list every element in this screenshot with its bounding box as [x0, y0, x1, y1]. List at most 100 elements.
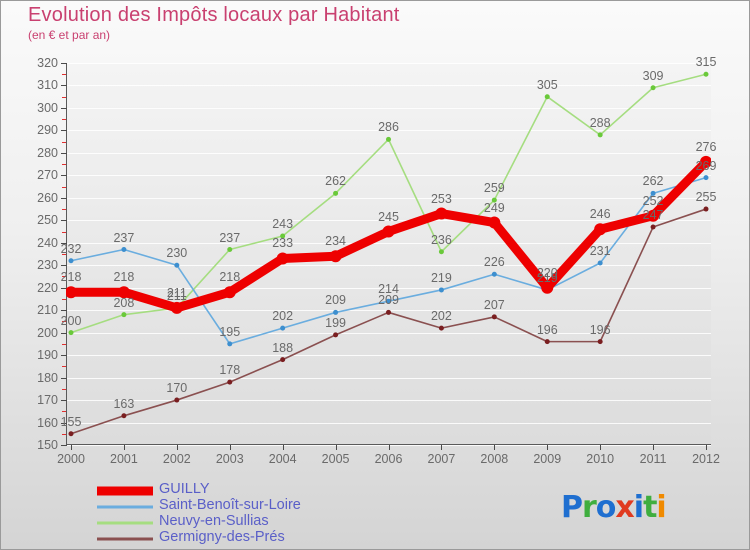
gridline [66, 175, 711, 177]
y-tick-minor [62, 321, 66, 323]
gridline [66, 197, 711, 199]
data-point-marker [117, 286, 130, 299]
data-point-marker [333, 332, 339, 338]
y-axis-label: 160 [37, 415, 58, 430]
y-axis-label: 260 [37, 190, 58, 205]
data-point-marker [703, 71, 709, 77]
data-point-marker [121, 312, 127, 318]
y-axis-label: 220 [37, 280, 58, 295]
data-point-marker [491, 197, 497, 203]
legend-color-swatch [97, 486, 153, 496]
series-line [70, 208, 707, 435]
data-point-marker [227, 247, 233, 253]
x-axis-label: 2010 [586, 452, 615, 466]
gridline [66, 265, 711, 267]
logo-letter-x: x [615, 490, 634, 525]
y-tick-minor [62, 366, 66, 368]
y-tick [61, 265, 67, 267]
data-point-marker [121, 413, 127, 419]
data-point-marker [280, 357, 286, 363]
y-tick [61, 63, 67, 64]
y-tick-minor [62, 96, 66, 98]
legend-item-3[interactable]: Germigny-des-Prés [97, 529, 427, 547]
y-axis-label: 240 [37, 235, 58, 250]
y-axis-label: 280 [37, 145, 58, 160]
legend-item-0[interactable]: GUILLY [97, 481, 427, 499]
x-tick [706, 445, 707, 450]
data-point-marker [170, 301, 183, 314]
data-point-marker [276, 252, 289, 265]
y-tick [61, 130, 67, 132]
data-point-marker [438, 249, 444, 255]
y-axis-label: 290 [37, 123, 58, 138]
data-point-marker [68, 431, 74, 437]
legend-color-swatch [97, 521, 153, 525]
data-point-marker [174, 262, 180, 268]
x-axis-label: 2006 [374, 452, 403, 466]
gridline [66, 422, 711, 424]
data-point-marker [382, 225, 395, 238]
legend-color-swatch [97, 537, 153, 541]
page-title: Evolution des Impôts locaux par Habitant [28, 4, 400, 26]
data-point-marker [68, 258, 74, 264]
y-tick-minor [62, 433, 66, 435]
data-point-marker [121, 247, 127, 253]
gridline [66, 152, 711, 154]
proxiti-logo[interactable]: Proxiti [561, 490, 667, 525]
data-point-marker [597, 132, 603, 138]
y-tick [61, 242, 67, 244]
y-tick [61, 107, 67, 109]
legend-label: Saint-Benoît-sur-Loire [159, 497, 301, 513]
x-tick [123, 445, 125, 450]
x-tick [600, 445, 602, 450]
y-tick [61, 197, 67, 199]
y-axis-label: 300 [37, 100, 58, 115]
y-tick-minor [62, 186, 66, 188]
legend-label: GUILLY [159, 481, 210, 497]
legend-item-1[interactable]: Saint-Benoît-sur-Loire [97, 497, 427, 515]
y-tick [61, 220, 67, 222]
y-tick-minor [62, 209, 66, 211]
y-axis-label: 210 [37, 303, 58, 318]
x-tick [494, 445, 496, 450]
x-axis-label: 2004 [268, 452, 297, 466]
x-axis-label: 2005 [321, 452, 350, 466]
y-axis-label: 310 [37, 78, 58, 93]
x-tick [176, 445, 178, 450]
legend-item-2[interactable]: Neuvy-en-Sullias [97, 513, 427, 531]
y-axis-label: 320 [37, 56, 58, 70]
y-tick-minor [62, 388, 66, 390]
data-point-marker [329, 250, 342, 263]
logo-letter-i2: i [656, 490, 666, 525]
data-point-marker [333, 309, 339, 315]
y-tick-minor [62, 276, 66, 278]
data-point-marker [174, 397, 180, 403]
y-axis-label: 190 [37, 348, 58, 363]
y-tick [61, 377, 67, 379]
legend-label: Germigny-des-Prés [159, 529, 285, 545]
gridline [66, 63, 711, 64]
data-point-marker [650, 190, 656, 196]
y-axis-label: 230 [37, 258, 58, 273]
data-point-marker [438, 325, 444, 331]
legend-color-swatch [97, 505, 153, 509]
data-point-marker [597, 260, 603, 266]
data-point-marker [280, 233, 286, 239]
y-tick [61, 85, 67, 87]
data-point-marker [386, 136, 391, 142]
gridline [66, 242, 711, 244]
y-tick-minor [62, 74, 66, 76]
y-tick [61, 175, 67, 177]
y-axis-label: 180 [37, 370, 58, 385]
logo-letter-r: r [582, 490, 597, 525]
y-tick [61, 400, 67, 402]
y-tick-minor [62, 231, 66, 233]
x-axis-label: 2011 [639, 452, 667, 466]
x-axis-label: 2007 [427, 452, 456, 466]
gridline [66, 220, 711, 222]
y-tick-minor [62, 119, 66, 121]
series-lines [66, 71, 711, 437]
y-axis-label: 170 [37, 393, 58, 408]
x-tick [335, 445, 337, 450]
